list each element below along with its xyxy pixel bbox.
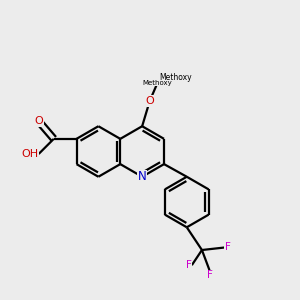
Text: F: F — [207, 270, 212, 280]
Text: Methoxy: Methoxy — [159, 73, 191, 82]
Text: O: O — [34, 116, 43, 126]
Text: O: O — [146, 96, 154, 106]
Text: F: F — [186, 260, 192, 270]
Text: OH: OH — [22, 149, 39, 159]
Text: Methoxy: Methoxy — [142, 80, 172, 86]
Text: F: F — [225, 242, 230, 253]
Text: N: N — [138, 170, 146, 183]
